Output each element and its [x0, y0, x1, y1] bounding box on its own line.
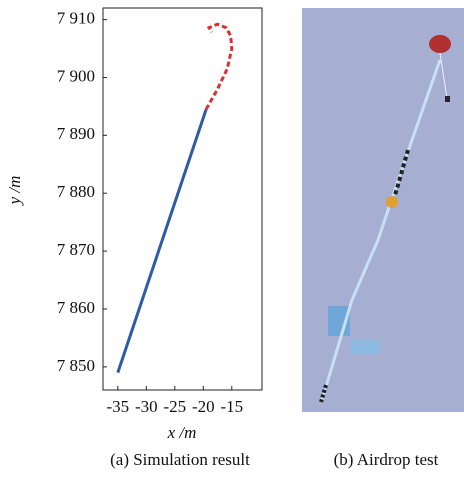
y-tick-label: 7 890 [57, 124, 95, 143]
x-tick-label: -30 [135, 397, 158, 416]
plot-frame [102, 7, 263, 391]
flare [386, 196, 398, 208]
trail [320, 59, 442, 401]
caption: (b) Airdrop test [334, 450, 439, 469]
x-tick-label: -25 [163, 397, 186, 416]
parachute [429, 35, 451, 53]
y-axis-label: y /m [5, 176, 24, 207]
x-tick-label: -15 [220, 397, 243, 416]
x-tick-label: -35 [106, 397, 129, 416]
y-tick-label: 7 860 [57, 298, 95, 317]
x-tick-label: -20 [192, 397, 215, 416]
cord [439, 52, 448, 99]
patch [350, 340, 380, 354]
object [319, 384, 328, 403]
x-axis-label: x /m [167, 423, 197, 442]
y-tick-label: 7 910 [57, 8, 95, 27]
caption: (a) Simulation result [110, 450, 250, 469]
series-line [116, 108, 208, 374]
series-line [204, 22, 234, 111]
sky [302, 8, 464, 412]
y-tick-label: 7 870 [57, 240, 95, 259]
y-tick-label: 7 880 [57, 182, 95, 201]
y-tick-label: 7 850 [57, 356, 95, 375]
y-tick-label: 7 900 [57, 66, 95, 85]
photo [302, 8, 464, 412]
payload [445, 96, 450, 102]
